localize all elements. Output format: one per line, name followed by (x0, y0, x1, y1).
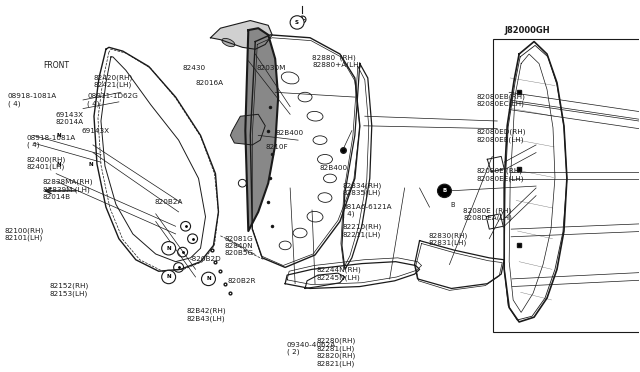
Text: FRONT: FRONT (43, 61, 69, 70)
Text: 82080E  (RH)
8208DEA(LH): 82080E (RH) 8208DEA(LH) (463, 207, 512, 221)
Text: -820B2D: -820B2D (189, 256, 221, 262)
Text: 82080EB(RH)
82080EC(LH): 82080EB(RH) 82080EC(LH) (476, 93, 525, 107)
Ellipse shape (222, 38, 235, 47)
Ellipse shape (279, 241, 291, 250)
Text: 82244N(RH)
82245N(LH): 82244N(RH) 82245N(LH) (317, 267, 362, 280)
Text: 82280(RH)
82281(LH)
82820(RH)
82821(LH): 82280(RH) 82281(LH) 82820(RH) 82821(LH) (317, 338, 356, 367)
Text: 82B42(RH)
82B43(LH): 82B42(RH) 82B43(LH) (186, 308, 226, 321)
Text: 82152(RH)
82153(LH): 82152(RH) 82153(LH) (49, 283, 88, 296)
Ellipse shape (317, 154, 332, 164)
Circle shape (188, 234, 198, 244)
Circle shape (438, 184, 451, 198)
Text: N: N (206, 276, 211, 281)
Text: N: N (166, 275, 171, 279)
Circle shape (180, 221, 191, 231)
Text: 08918-1081A
( 4): 08918-1081A ( 4) (8, 93, 57, 107)
Text: 69143X
82014A: 69143X 82014A (56, 112, 84, 125)
Text: 08918-1081A
( 4): 08918-1081A ( 4) (27, 135, 76, 148)
Ellipse shape (298, 92, 312, 102)
Text: 82080ED(RH)
82080EE(LH): 82080ED(RH) 82080EE(LH) (476, 129, 525, 143)
Text: 8210F: 8210F (266, 144, 289, 150)
Text: B: B (442, 188, 447, 193)
Circle shape (290, 16, 304, 29)
Text: 82016A: 82016A (196, 80, 224, 86)
Text: 82081G
82840N
820B5G: 82081G 82840N 820B5G (225, 236, 253, 256)
Ellipse shape (313, 136, 327, 144)
Text: 82834(RH)
82835(LH): 82834(RH) 82835(LH) (342, 182, 381, 196)
Text: 82080EI(RH)
82080EE(LH): 82080EI(RH) 82080EE(LH) (476, 168, 524, 182)
Text: 82030M: 82030M (256, 65, 285, 71)
Text: 82830(RH)
82831(LH): 82830(RH) 82831(LH) (428, 232, 468, 246)
Text: 82838MA(RH)
82839M (LH)
82014B: 82838MA(RH) 82839M (LH) 82014B (43, 179, 93, 200)
Circle shape (162, 270, 175, 284)
Circle shape (178, 247, 188, 257)
Text: 82420(RH)
82421(LH): 82420(RH) 82421(LH) (94, 74, 133, 89)
Text: 82100(RH)
82101(LH): 82100(RH) 82101(LH) (4, 227, 44, 241)
Text: N: N (166, 246, 171, 251)
Text: 82400(RH)
82401(LH): 82400(RH) 82401(LH) (27, 156, 66, 170)
Ellipse shape (307, 211, 323, 222)
Ellipse shape (307, 111, 323, 121)
Text: S: S (295, 20, 299, 25)
Text: N: N (57, 161, 61, 167)
Text: 82880  (RH)
82880+A(LH): 82880 (RH) 82880+A(LH) (312, 54, 362, 68)
Text: 82430: 82430 (183, 65, 206, 71)
Text: 82210(RH)
82211(LH): 82210(RH) 82211(LH) (342, 224, 381, 238)
Text: 82B400: 82B400 (275, 129, 303, 135)
Text: 69143X: 69143X (81, 128, 109, 134)
Text: 820B2R: 820B2R (228, 278, 256, 284)
Ellipse shape (293, 228, 307, 238)
Circle shape (173, 263, 184, 272)
Ellipse shape (282, 72, 299, 84)
Ellipse shape (318, 193, 332, 202)
Text: 08911-1D62G
( 4): 08911-1D62G ( 4) (88, 93, 138, 107)
Polygon shape (211, 20, 272, 49)
Text: J82000GH: J82000GH (505, 26, 550, 35)
Ellipse shape (323, 174, 337, 183)
Text: 09340-4062A
( 2): 09340-4062A ( 2) (287, 342, 336, 355)
Polygon shape (230, 114, 265, 145)
Text: 82B400: 82B400 (320, 165, 348, 171)
Text: N: N (57, 133, 61, 138)
Circle shape (162, 241, 175, 255)
Text: 820B2A: 820B2A (154, 199, 183, 205)
Text: N: N (89, 161, 93, 167)
Text: B: B (451, 202, 455, 208)
Circle shape (202, 272, 216, 286)
Text: 081A6-6121A
( 4): 081A6-6121A ( 4) (342, 203, 392, 217)
Polygon shape (245, 28, 278, 231)
Circle shape (238, 179, 246, 187)
